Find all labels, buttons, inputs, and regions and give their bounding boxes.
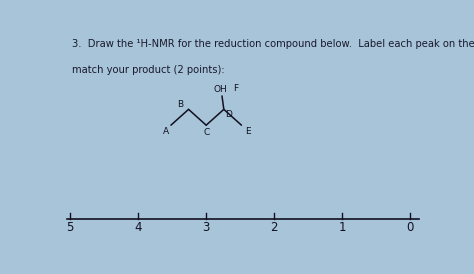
Text: 2: 2 xyxy=(270,221,278,234)
Text: OH: OH xyxy=(213,85,227,94)
Text: 1: 1 xyxy=(338,221,346,234)
Text: D: D xyxy=(226,110,232,119)
Text: C: C xyxy=(203,128,210,137)
Text: 3: 3 xyxy=(202,221,210,234)
Text: match your product (2 points):: match your product (2 points): xyxy=(72,65,225,75)
Text: 0: 0 xyxy=(406,221,414,234)
Text: B: B xyxy=(177,100,183,109)
Text: 4: 4 xyxy=(135,221,142,234)
Text: E: E xyxy=(245,127,251,136)
Text: F: F xyxy=(233,84,238,93)
Text: 3.  Draw the ¹H-NMR for the reduction compound below.  Label each peak on the NM: 3. Draw the ¹H-NMR for the reduction com… xyxy=(72,39,474,49)
Text: A: A xyxy=(163,127,169,136)
Text: 5: 5 xyxy=(66,221,74,234)
